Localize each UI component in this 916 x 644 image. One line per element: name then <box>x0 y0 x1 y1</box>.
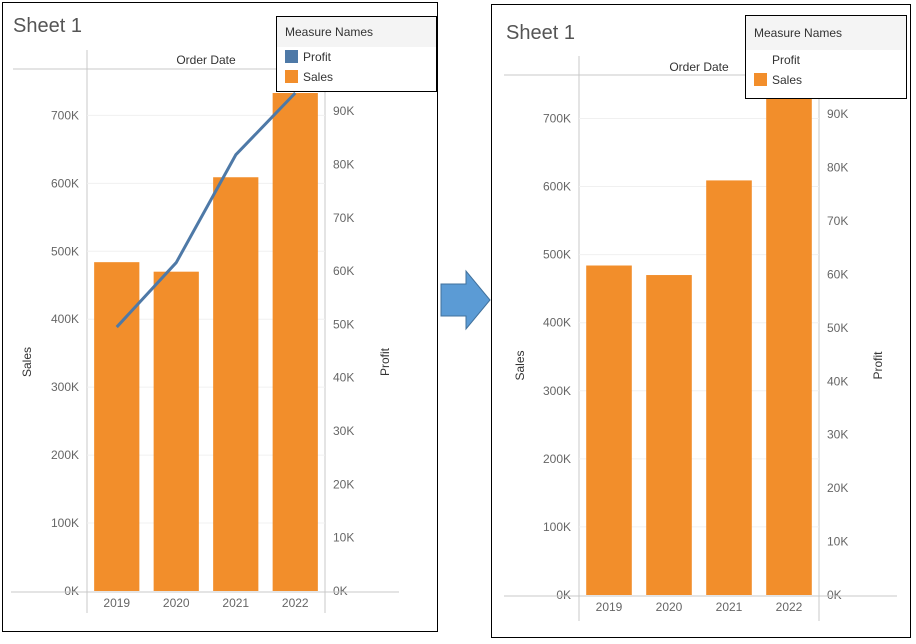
x-tick-label: 2021 <box>222 596 249 610</box>
x-tick-label: 2020 <box>163 596 190 610</box>
y2-tick-label: 40K <box>333 371 354 385</box>
y-tick-label: 200K <box>51 448 79 462</box>
y2-tick-label: 0K <box>333 584 348 598</box>
y-tick-label: 100K <box>51 516 79 530</box>
left-sheet-panel: Sheet 1 Order Date 0K 100K 200K 300K 400K 500K… <box>2 2 438 632</box>
y-tick-label: 700K <box>51 108 79 122</box>
y-tick-label: 600K <box>51 176 79 190</box>
x-tick-label: 2020 <box>656 600 683 614</box>
profit-swatch-icon <box>754 53 767 66</box>
bar-sales-2022 <box>272 93 318 591</box>
legend-item-profit[interactable]: Profit <box>277 47 436 67</box>
bar-sales-2019 <box>94 262 140 591</box>
y2-tick-label: 60K <box>333 264 354 278</box>
y2-tick-label: 20K <box>333 477 354 491</box>
column-header-order-date: Order Date <box>176 53 236 67</box>
y2-tick-label: 30K <box>827 428 848 442</box>
x-tick-label: 2021 <box>716 600 743 614</box>
y-tick-label: 300K <box>51 380 79 394</box>
profit-swatch-icon <box>285 50 298 63</box>
legend-item-profit[interactable]: Profit <box>746 50 906 70</box>
y-tick-label: 200K <box>543 452 571 466</box>
sheet-title: Sheet 1 <box>13 15 82 37</box>
bar-sales-2019 <box>586 265 632 595</box>
y2-tick-label: 90K <box>333 104 354 118</box>
legend-measure-names[interactable]: Measure Names Profit Sales <box>276 16 437 92</box>
legend-label: Sales <box>303 70 334 84</box>
y-tick-label: 400K <box>51 312 79 326</box>
y2-tick-label: 10K <box>333 531 354 545</box>
sales-swatch-icon <box>285 70 298 83</box>
y2-tick-label: 70K <box>333 211 354 225</box>
y-axis-title-sales: Sales <box>513 350 527 380</box>
right-sheet-panel: Sheet 1 Order Date 0K 100K 200K 300K 400K 500K… <box>491 4 911 638</box>
y2-tick-label: 0K <box>827 588 842 602</box>
y-tick-label: 700K <box>543 111 571 125</box>
y-tick-label: 300K <box>543 384 571 398</box>
legend-label: Profit <box>772 53 801 67</box>
legend-item-sales[interactable]: Sales <box>277 67 436 87</box>
bar-sales-2021 <box>213 177 259 592</box>
y2-tick-label: 40K <box>827 374 848 388</box>
sales-swatch-icon <box>754 73 767 86</box>
right-arrow-icon <box>440 269 491 331</box>
bar-sales-2022 <box>766 96 812 595</box>
bar-sales-2020 <box>646 275 692 595</box>
legend-title: Measure Names <box>746 16 906 50</box>
legend-item-sales[interactable]: Sales <box>746 70 906 90</box>
legend-measure-names[interactable]: Measure Names Profit Sales <box>745 15 907 99</box>
y2-axis-title-profit: Profit <box>378 347 392 376</box>
y2-tick-label: 90K <box>827 107 848 121</box>
y-tick-label: 500K <box>51 244 79 258</box>
x-tick-label: 2019 <box>596 600 623 614</box>
sheet-title: Sheet 1 <box>506 22 575 44</box>
legend-label: Profit <box>303 50 332 64</box>
x-tick-label: 2022 <box>776 600 803 614</box>
y-tick-label: 100K <box>543 520 571 534</box>
left-chart-svg: Order Date 0K 100K 200K 300K 400K 500K 600K 700K… <box>11 50 403 613</box>
y-tick-label: 0K <box>64 584 79 598</box>
y-tick-label: 500K <box>543 248 571 262</box>
bar-sales-2020 <box>153 271 199 591</box>
y-tick-label: 400K <box>543 316 571 330</box>
y2-tick-label: 10K <box>827 535 848 549</box>
y2-tick-label: 80K <box>827 161 848 175</box>
y-axis-title-sales: Sales <box>20 347 34 377</box>
y2-tick-label: 30K <box>333 424 354 438</box>
x-tick-label: 2022 <box>282 596 309 610</box>
legend-title: Measure Names <box>277 17 436 47</box>
y2-tick-label: 60K <box>827 267 848 281</box>
y2-tick-label: 70K <box>827 214 848 228</box>
y2-axis-title-profit: Profit <box>871 351 885 380</box>
right-chart-svg: Order Date 0K 100K 200K 300K 400K 500K 600K 700K… <box>504 56 897 621</box>
column-header-order-date: Order Date <box>669 60 729 74</box>
y-tick-label: 0K <box>556 588 571 602</box>
line-profit <box>115 91 297 329</box>
y2-tick-label: 80K <box>333 157 354 171</box>
x-tick-label: 2019 <box>103 596 130 610</box>
bar-sales-2021 <box>706 180 752 595</box>
y2-tick-label: 50K <box>827 321 848 335</box>
y2-tick-label: 20K <box>827 481 848 495</box>
legend-label: Sales <box>772 73 803 87</box>
y-tick-label: 600K <box>543 180 571 194</box>
y2-tick-label: 50K <box>333 317 354 331</box>
